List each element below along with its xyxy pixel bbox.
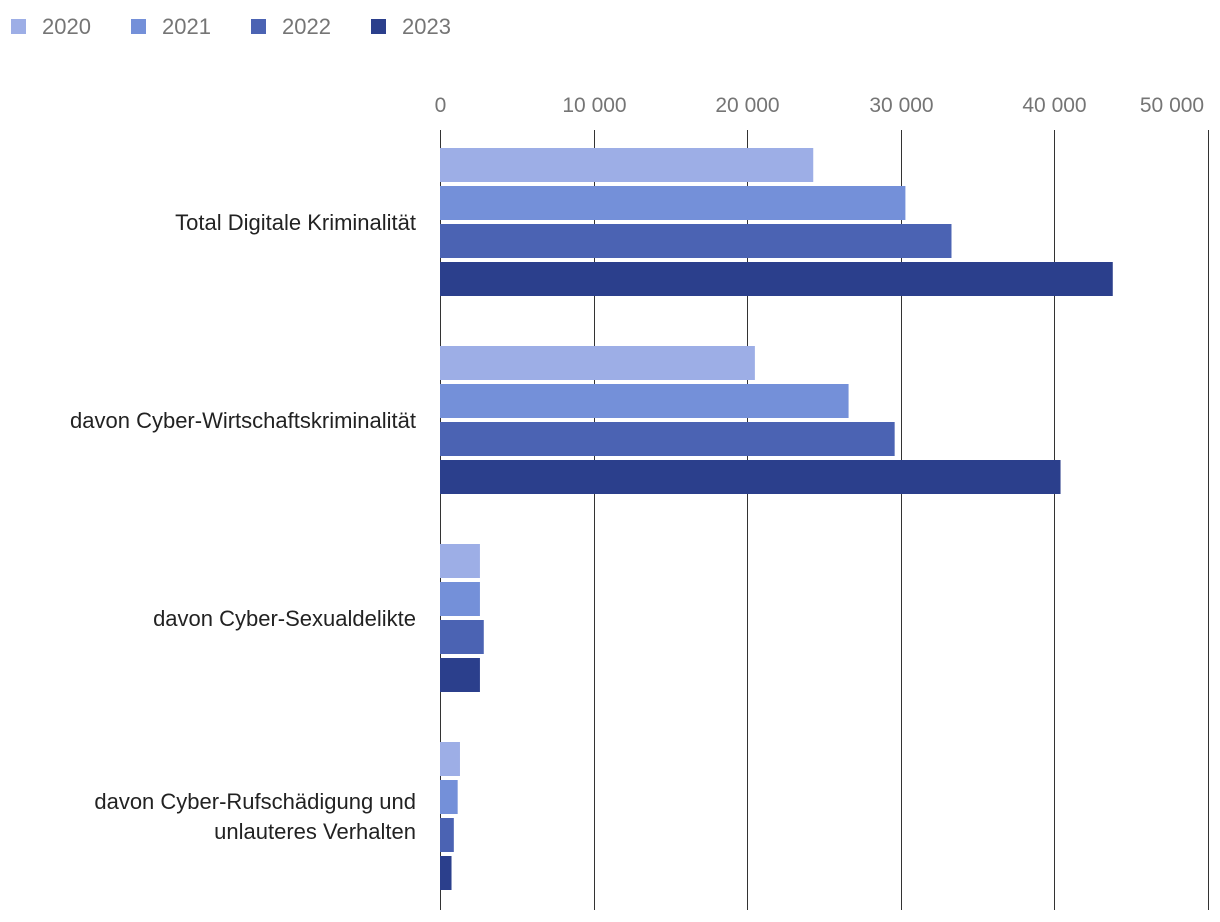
bar-2021 [440, 780, 458, 814]
bar-2020 [440, 742, 460, 776]
bar-2022 [440, 422, 895, 456]
legend-label: 2020 [42, 14, 91, 39]
bar-2021 [440, 186, 906, 220]
category-label: davon Cyber-Sexualdelikte [153, 606, 416, 631]
bar-group [440, 544, 484, 692]
legend-swatch [371, 19, 386, 34]
category-label-line: davon Cyber-Wirtschaftskriminalität [70, 408, 416, 433]
x-tick-label: 10 000 [562, 94, 626, 117]
category-labels: Total Digitale Kriminalität davon Cyber-W… [70, 210, 416, 844]
bar-2023 [440, 262, 1113, 296]
bar-2021 [440, 384, 849, 418]
legend-label: 2021 [162, 14, 211, 39]
bar-2023 [440, 460, 1061, 494]
bar-2023 [440, 658, 480, 692]
bar-2022 [440, 620, 484, 654]
category-label-line: unlauteres Verhalten [214, 819, 416, 844]
bar-2023 [440, 856, 452, 890]
bar-2020 [440, 148, 814, 182]
legend-item-2021: 2021 [131, 14, 211, 39]
bar-2022 [440, 224, 952, 258]
bar-2022 [440, 818, 454, 852]
category-label: davon Cyber-Wirtschaftskriminalität [70, 408, 416, 433]
bar-group [440, 148, 1113, 296]
bar-group [440, 742, 460, 890]
legend-item-2023: 2023 [371, 14, 451, 39]
bars [440, 148, 1113, 890]
legend-item-2022: 2022 [251, 14, 331, 39]
category-label-line: davon Cyber-Rufschädigung und [94, 789, 416, 814]
category-label-line: Total Digitale Kriminalität [175, 210, 416, 235]
x-tick-label: 0 [435, 94, 447, 117]
bar-group [440, 346, 1061, 494]
legend-item-2020: 2020 [11, 14, 91, 39]
x-axis-ticks: 0 10 000 20 000 30 000 40 000 50 000 [435, 94, 1204, 117]
legend-swatch [251, 19, 266, 34]
bar-2020 [440, 346, 755, 380]
x-tick-label: 40 000 [1022, 94, 1086, 117]
x-tick-label: 20 000 [715, 94, 779, 117]
x-tick-label: 50 000 [1140, 94, 1204, 117]
x-tick-label: 30 000 [869, 94, 933, 117]
category-label: davon Cyber-Rufschädigung und unlauteres … [94, 789, 416, 844]
legend-label: 2023 [402, 14, 451, 39]
category-label: Total Digitale Kriminalität [175, 210, 416, 235]
bar-2021 [440, 582, 480, 616]
bar-2020 [440, 544, 480, 578]
legend-swatch [131, 19, 146, 34]
category-label-line: davon Cyber-Sexualdelikte [153, 606, 416, 631]
legend: 2020 2021 2022 2023 [11, 14, 451, 39]
legend-swatch [11, 19, 26, 34]
legend-label: 2022 [282, 14, 331, 39]
